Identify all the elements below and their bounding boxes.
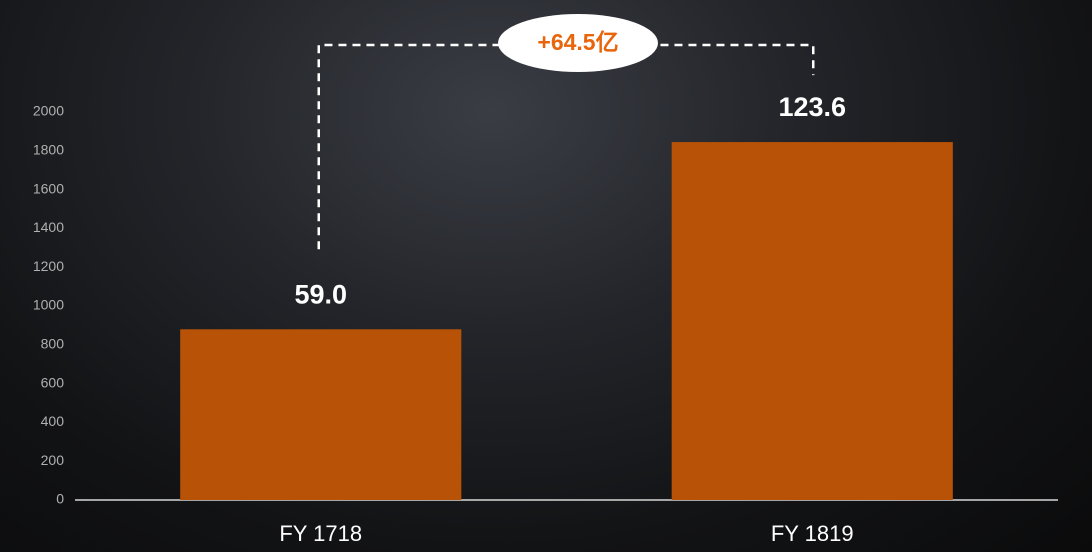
x-tick-label: FY 1718: [279, 521, 362, 546]
bar: [671, 142, 953, 500]
bar: [180, 329, 462, 500]
x-tick-label: FY 1819: [771, 521, 854, 546]
y-tick-label: 200: [41, 452, 65, 468]
y-tick-label: 400: [41, 413, 65, 429]
y-tick-label: 800: [41, 336, 65, 352]
bar-annotation: 123.6: [778, 92, 846, 122]
y-tick-label: 1600: [33, 180, 64, 196]
difference-annotation: +64.5亿: [537, 29, 618, 55]
y-tick-label: 0: [56, 491, 64, 507]
difference-bubble: [498, 14, 658, 72]
y-tick-label: 2000: [33, 103, 64, 119]
bar-annotation: 59.0: [294, 279, 347, 309]
y-tick-label: 1000: [33, 297, 64, 313]
y-tick-label: 1400: [33, 219, 64, 235]
y-tick-label: 600: [41, 374, 65, 390]
y-tick-label: 1200: [33, 258, 64, 274]
y-tick-label: 1800: [33, 142, 64, 158]
